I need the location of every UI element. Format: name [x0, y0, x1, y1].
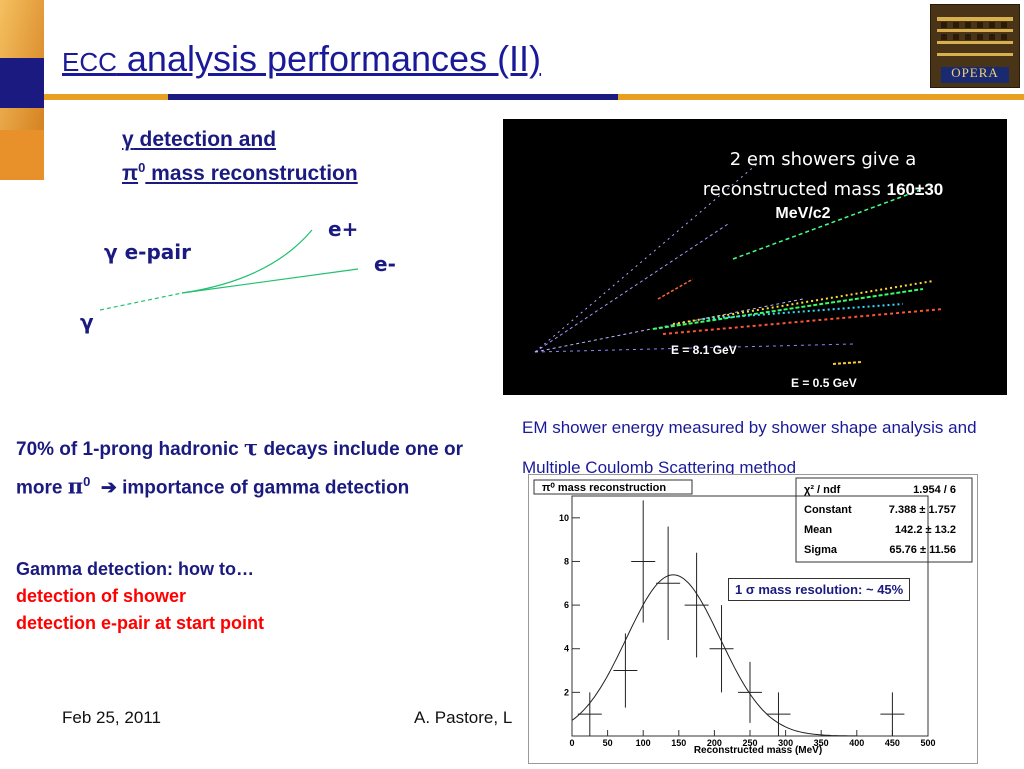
mass-histogram: π⁰ mass reconstruction χ² / ndf 1.954 / 6… [528, 474, 978, 764]
footer-date: Feb 25, 2011 [62, 708, 161, 727]
resolution-note: 1 σ mass resolution: ~ 45% [728, 578, 911, 601]
data-points [577, 500, 905, 736]
shower-tracks [534, 158, 944, 365]
stats-label: Constant [804, 504, 852, 516]
gamma-heading-line2: mass reconstruction [145, 162, 358, 185]
header-bar-blue [168, 94, 618, 100]
gamma-track [99, 292, 183, 311]
y-tick-label: 4 [564, 644, 569, 654]
eminus-label: e- [374, 252, 396, 276]
title-rest: analysis performances (II) [116, 38, 542, 79]
x-tick-label: 100 [636, 738, 651, 748]
x-tick-label: 450 [885, 738, 900, 748]
title-prefix: ECC [62, 47, 117, 77]
caption-line1: 2 em showers give a [729, 149, 917, 170]
x-tick-label: 0 [569, 738, 574, 748]
shower-mass-caption: 2 em showers give a reconstructed mass 1… [653, 145, 993, 223]
x-axis-label: Reconstructed mass (MeV) [694, 745, 822, 756]
left-decoration [0, 0, 44, 180]
energy-label-2: E = 0.5 GeV [791, 376, 857, 390]
shower-caption: EM shower energy measured by shower shap… [522, 418, 977, 477]
stats-value: 142.2 ± 13.2 [895, 524, 956, 536]
em-shower-image: 2 em showers give a reconstructed mass 1… [503, 119, 1007, 395]
pair-label: γ e-pair [104, 240, 191, 264]
pi-superscript: 0 [138, 160, 146, 175]
stats-label: Mean [804, 524, 832, 536]
tau-symbol: τ [244, 435, 259, 460]
y-tick-label: 10 [559, 513, 569, 523]
text1-a: 70% of 1-prong hadronic [16, 439, 245, 460]
x-tick-label: 500 [920, 738, 935, 748]
caption-value: 160±30 [886, 180, 944, 199]
gamma-heading-line1: detection and [133, 128, 277, 151]
x-tick-label: 300 [778, 738, 793, 748]
page-title: ECC analysis performances (II) [62, 38, 541, 80]
stats-label: Sigma [804, 544, 838, 556]
x-tick-label: 350 [814, 738, 829, 748]
axes: 0 50 100 150 200 250 300 350 400 450 500 2 4 6 8 10 [559, 513, 936, 748]
x-tick-label: 150 [671, 738, 686, 748]
gaussian-fit-curve [571, 574, 857, 737]
eminus-track [181, 268, 359, 294]
x-tick-label: 400 [849, 738, 864, 748]
pi-symbol-2: π [67, 473, 84, 499]
y-tick-label: 2 [564, 687, 569, 697]
opera-house-icon [931, 5, 1019, 87]
pi-superscript-2: 0 [83, 474, 91, 489]
pair-production-diagram [99, 229, 359, 311]
eplus-label: e+ [328, 217, 359, 241]
text1-b: decays include one or more [16, 439, 464, 499]
stats-box [795, 477, 973, 563]
hadronic-decay-text: 70% of 1-prong hadronic τ decays include… [16, 432, 486, 504]
caption-line2: reconstructed mass [702, 179, 887, 200]
gamma-section-heading: γ detection and π0 mass reconstruction [122, 126, 358, 188]
detection-epair-item: detection e-pair at start point [16, 613, 265, 633]
y-tick-label: 6 [564, 600, 569, 610]
opera-logo: OPERA [930, 4, 1020, 88]
gamma-detection-heading: Gamma detection: how to… [16, 559, 255, 579]
stats-value: 7.388 ± 1.757 [889, 504, 956, 516]
stats-value: 65.76 ± 11.56 [889, 544, 956, 556]
arrow-icon: ➔ [100, 477, 117, 499]
gamma-symbol: γ [122, 128, 134, 151]
caption-unit: MeV/c2 [775, 205, 831, 222]
pi-symbol: π [122, 162, 139, 185]
text1-c: importance of gamma detection [116, 477, 410, 499]
energy-label-1: E = 8.1 GeV [671, 343, 737, 357]
header-bar-orange-left [44, 94, 168, 100]
footer-author: A. Pastore, L [414, 708, 513, 727]
stats-rows: χ² / ndf 1.954 / 6 Constant 7.388 ± 1.757 Me… [804, 484, 956, 556]
detection-shower-item: detection of shower [16, 586, 187, 606]
histogram-svg: π⁰ mass reconstruction χ² / ndf 1.954 / 6… [528, 474, 978, 764]
histogram-title: π⁰ mass reconstruction [542, 482, 666, 494]
stats-value: 1.954 / 6 [913, 484, 956, 496]
y-tick-label: 8 [564, 556, 569, 566]
logo-text: OPERA [951, 65, 999, 80]
gamma-detection-list: Gamma detection: how to… detection of sh… [16, 556, 264, 637]
gamma-label: γ [80, 310, 94, 334]
x-tick-label: 50 [603, 738, 613, 748]
x-tick-label: 250 [742, 738, 757, 748]
eplus-track [181, 229, 313, 294]
stats-label: χ² / ndf [804, 484, 841, 496]
x-tick-label: 200 [707, 738, 722, 748]
header-bar-orange-right [618, 94, 1024, 100]
